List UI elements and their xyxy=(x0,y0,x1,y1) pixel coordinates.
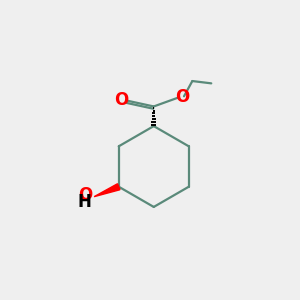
Text: H: H xyxy=(78,194,92,211)
Polygon shape xyxy=(94,184,120,197)
Text: O: O xyxy=(78,186,92,204)
Text: O: O xyxy=(176,88,190,106)
Text: O: O xyxy=(115,91,129,109)
